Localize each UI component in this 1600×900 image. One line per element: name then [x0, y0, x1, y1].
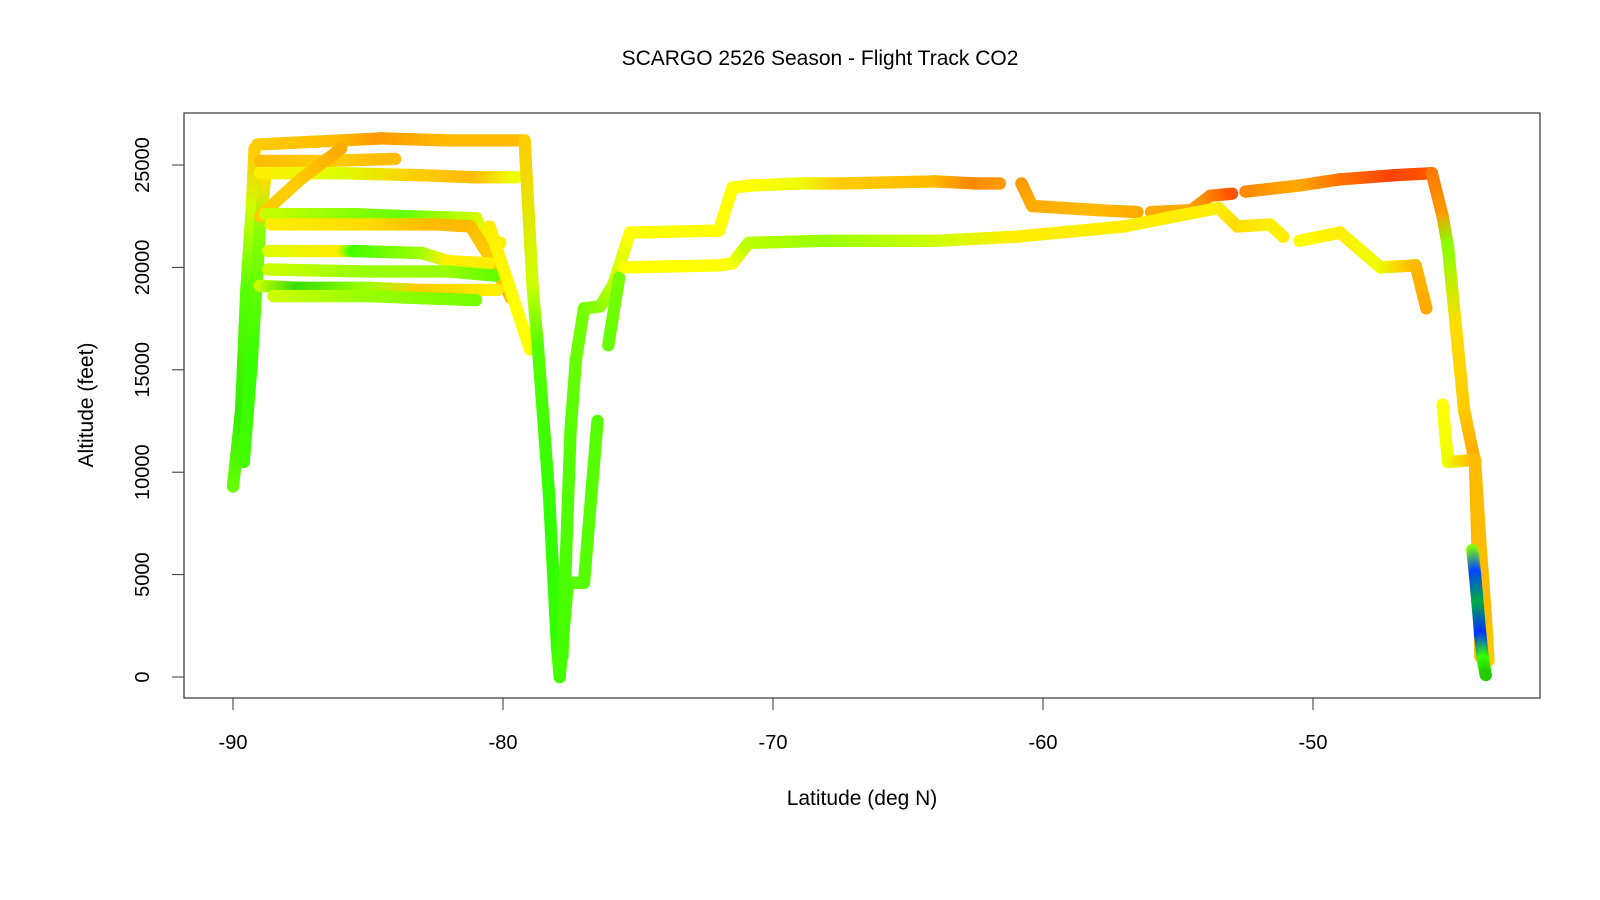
y-axis-label: Altitude (feet) — [75, 343, 98, 468]
flight-track — [259, 207, 507, 250]
flight-track — [623, 175, 1006, 239]
data-point — [1131, 205, 1144, 219]
x-tick-label: -50 — [1299, 732, 1328, 754]
y-tick-label: 20000 — [132, 240, 154, 296]
flight-track — [618, 201, 1290, 274]
data-point — [491, 283, 504, 297]
x-tick-label: -90 — [219, 732, 248, 754]
flight-track — [602, 271, 626, 352]
data-point — [591, 414, 604, 428]
data-point — [510, 171, 523, 184]
x-tick-label: -70 — [759, 732, 788, 754]
data-point — [1420, 302, 1433, 315]
flight-track — [1466, 543, 1493, 682]
flight-track — [267, 289, 483, 307]
x-axis: -90 -80 -70 -60 -50 — [219, 697, 1328, 754]
flight-track — [553, 414, 604, 684]
flight-track — [237, 169, 272, 469]
flight-track — [261, 244, 496, 270]
y-tick-label: 10000 — [132, 444, 154, 500]
data-points — [226, 132, 1495, 684]
data-point — [483, 257, 496, 270]
y-tick-label: 0 — [132, 671, 154, 682]
flight-track — [518, 134, 566, 684]
flight-track — [253, 166, 523, 184]
data-point — [469, 293, 483, 307]
y-tick-label: 15000 — [132, 342, 154, 398]
chart-title: SCARGO 2526 Season - Flight Track CO2 — [622, 47, 1019, 70]
flight-track — [483, 220, 537, 356]
data-point — [1225, 187, 1239, 200]
flight-track — [1239, 166, 1439, 198]
flight-track — [1015, 177, 1144, 219]
data-point — [1277, 230, 1290, 243]
y-tick-label: 25000 — [132, 137, 154, 193]
y-axis: 0 5000 10000 15000 20000 25000 — [132, 137, 185, 683]
data-point — [612, 271, 626, 284]
data-point — [993, 177, 1006, 190]
data-point — [1479, 668, 1493, 682]
flight-track — [251, 132, 531, 151]
flight-track — [261, 263, 502, 282]
x-axis-label: Latitude (deg N) — [787, 787, 938, 810]
x-tick-label: -60 — [1029, 732, 1058, 754]
plot-frame — [183, 112, 1541, 699]
flight-track — [1293, 226, 1433, 315]
x-tick-label: -80 — [489, 732, 518, 754]
y-tick-label: 5000 — [132, 552, 154, 597]
data-point — [488, 269, 502, 282]
data-point — [388, 152, 402, 166]
data-point — [334, 142, 348, 155]
